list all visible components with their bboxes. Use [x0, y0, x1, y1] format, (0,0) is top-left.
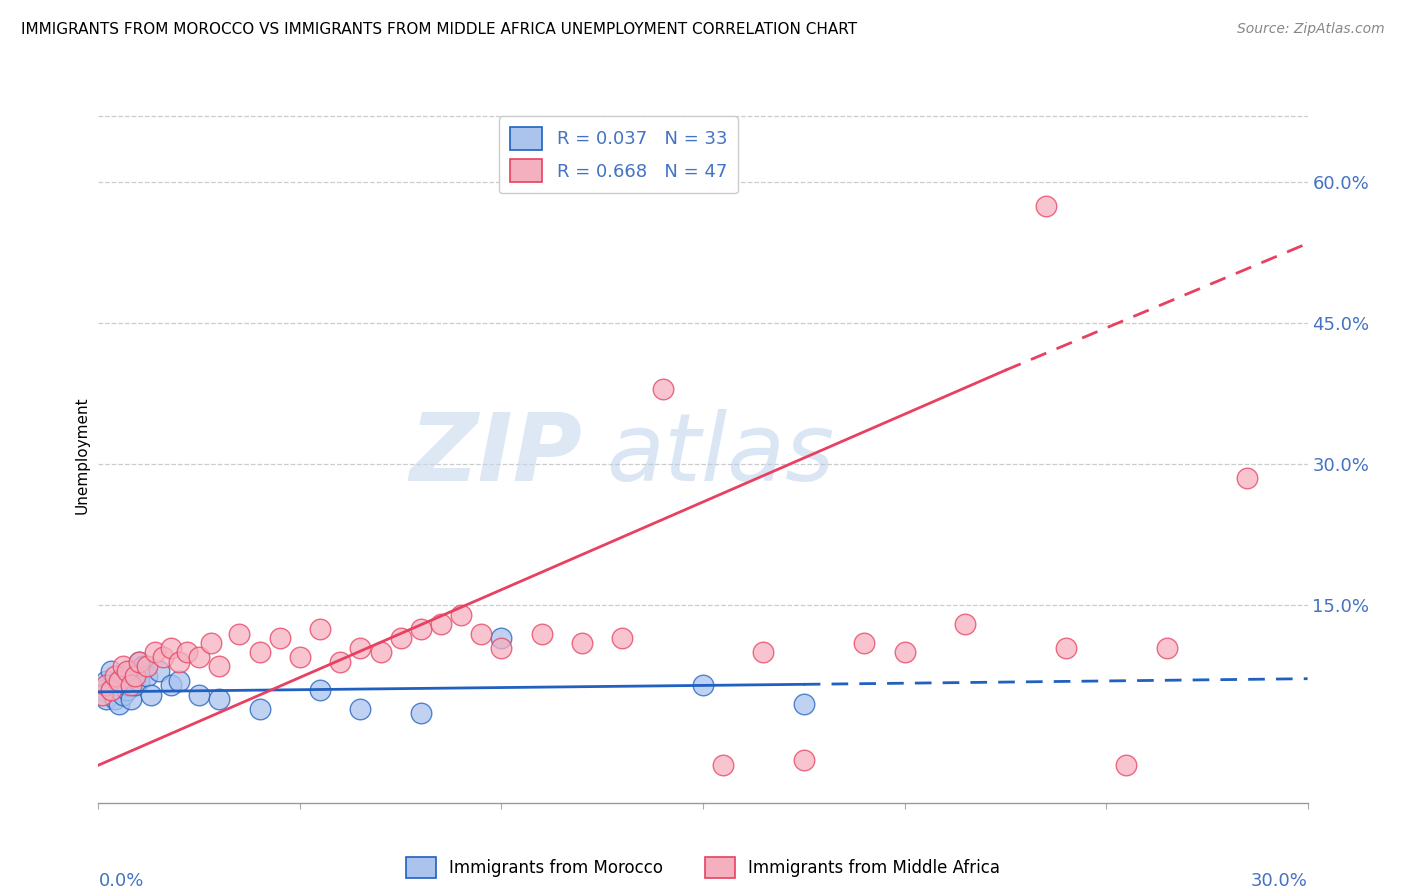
Text: 0.0%: 0.0%	[98, 872, 143, 890]
Point	[96, 673, 118, 688]
Point	[1035, 199, 1057, 213]
Point	[132, 659, 155, 673]
Point	[148, 664, 170, 678]
Point	[793, 754, 815, 768]
Point	[135, 659, 157, 673]
Point	[752, 645, 775, 659]
Point	[91, 688, 114, 702]
Point	[349, 640, 371, 655]
Point	[103, 669, 125, 683]
Text: Source: ZipAtlas.com: Source: ZipAtlas.com	[1237, 22, 1385, 37]
Point	[188, 688, 211, 702]
Point	[120, 678, 142, 692]
Point	[309, 622, 332, 636]
Point	[120, 692, 142, 706]
Text: atlas: atlas	[606, 409, 835, 500]
Point	[167, 673, 190, 688]
Point	[692, 678, 714, 692]
Point	[111, 688, 134, 702]
Point	[249, 702, 271, 716]
Point	[349, 702, 371, 716]
Y-axis label: Unemployment: Unemployment	[75, 396, 90, 514]
Point	[409, 706, 432, 721]
Point	[128, 673, 150, 688]
Point	[91, 683, 114, 698]
Point	[1236, 471, 1258, 485]
Point	[200, 636, 222, 650]
Point	[96, 692, 118, 706]
Point	[1115, 758, 1137, 772]
Point	[111, 659, 134, 673]
Point	[228, 626, 250, 640]
Point	[651, 382, 673, 396]
Point	[288, 650, 311, 665]
Point	[470, 626, 492, 640]
Point	[612, 632, 634, 646]
Point	[430, 617, 453, 632]
Point	[152, 650, 174, 665]
Point	[115, 664, 138, 678]
Point	[111, 669, 134, 683]
Point	[269, 632, 291, 646]
Point	[100, 664, 122, 678]
Point	[100, 683, 122, 698]
Point	[135, 669, 157, 683]
Text: IMMIGRANTS FROM MOROCCO VS IMMIGRANTS FROM MIDDLE AFRICA UNEMPLOYMENT CORRELATIO: IMMIGRANTS FROM MOROCCO VS IMMIGRANTS FR…	[21, 22, 858, 37]
Point	[208, 692, 231, 706]
Point	[491, 632, 513, 646]
Point	[103, 678, 125, 692]
Point	[107, 673, 129, 688]
Point	[100, 683, 122, 698]
Point	[107, 697, 129, 711]
Point	[793, 697, 815, 711]
Point	[124, 678, 146, 692]
Point	[491, 640, 513, 655]
Point	[143, 645, 166, 659]
Point	[953, 617, 976, 632]
Point	[450, 607, 472, 622]
Legend: Immigrants from Morocco, Immigrants from Middle Africa: Immigrants from Morocco, Immigrants from…	[399, 850, 1007, 885]
Point	[370, 645, 392, 659]
Point	[103, 692, 125, 706]
Point	[115, 678, 138, 692]
Point	[107, 673, 129, 688]
Point	[96, 678, 118, 692]
Point	[329, 655, 352, 669]
Point	[160, 640, 183, 655]
Point	[711, 758, 734, 772]
Point	[249, 645, 271, 659]
Point	[115, 683, 138, 698]
Point	[128, 655, 150, 669]
Point	[160, 678, 183, 692]
Point	[309, 683, 332, 698]
Point	[893, 645, 915, 659]
Point	[1156, 640, 1178, 655]
Point	[1054, 640, 1077, 655]
Text: 30.0%: 30.0%	[1251, 872, 1308, 890]
Point	[188, 650, 211, 665]
Point	[120, 664, 142, 678]
Point	[128, 655, 150, 669]
Point	[571, 636, 593, 650]
Point	[853, 636, 876, 650]
Point	[208, 659, 231, 673]
Point	[167, 655, 190, 669]
Point	[530, 626, 553, 640]
Point	[124, 669, 146, 683]
Point	[176, 645, 198, 659]
Point	[389, 632, 412, 646]
Point	[139, 688, 162, 702]
Point	[409, 622, 432, 636]
Text: ZIP: ZIP	[409, 409, 582, 501]
